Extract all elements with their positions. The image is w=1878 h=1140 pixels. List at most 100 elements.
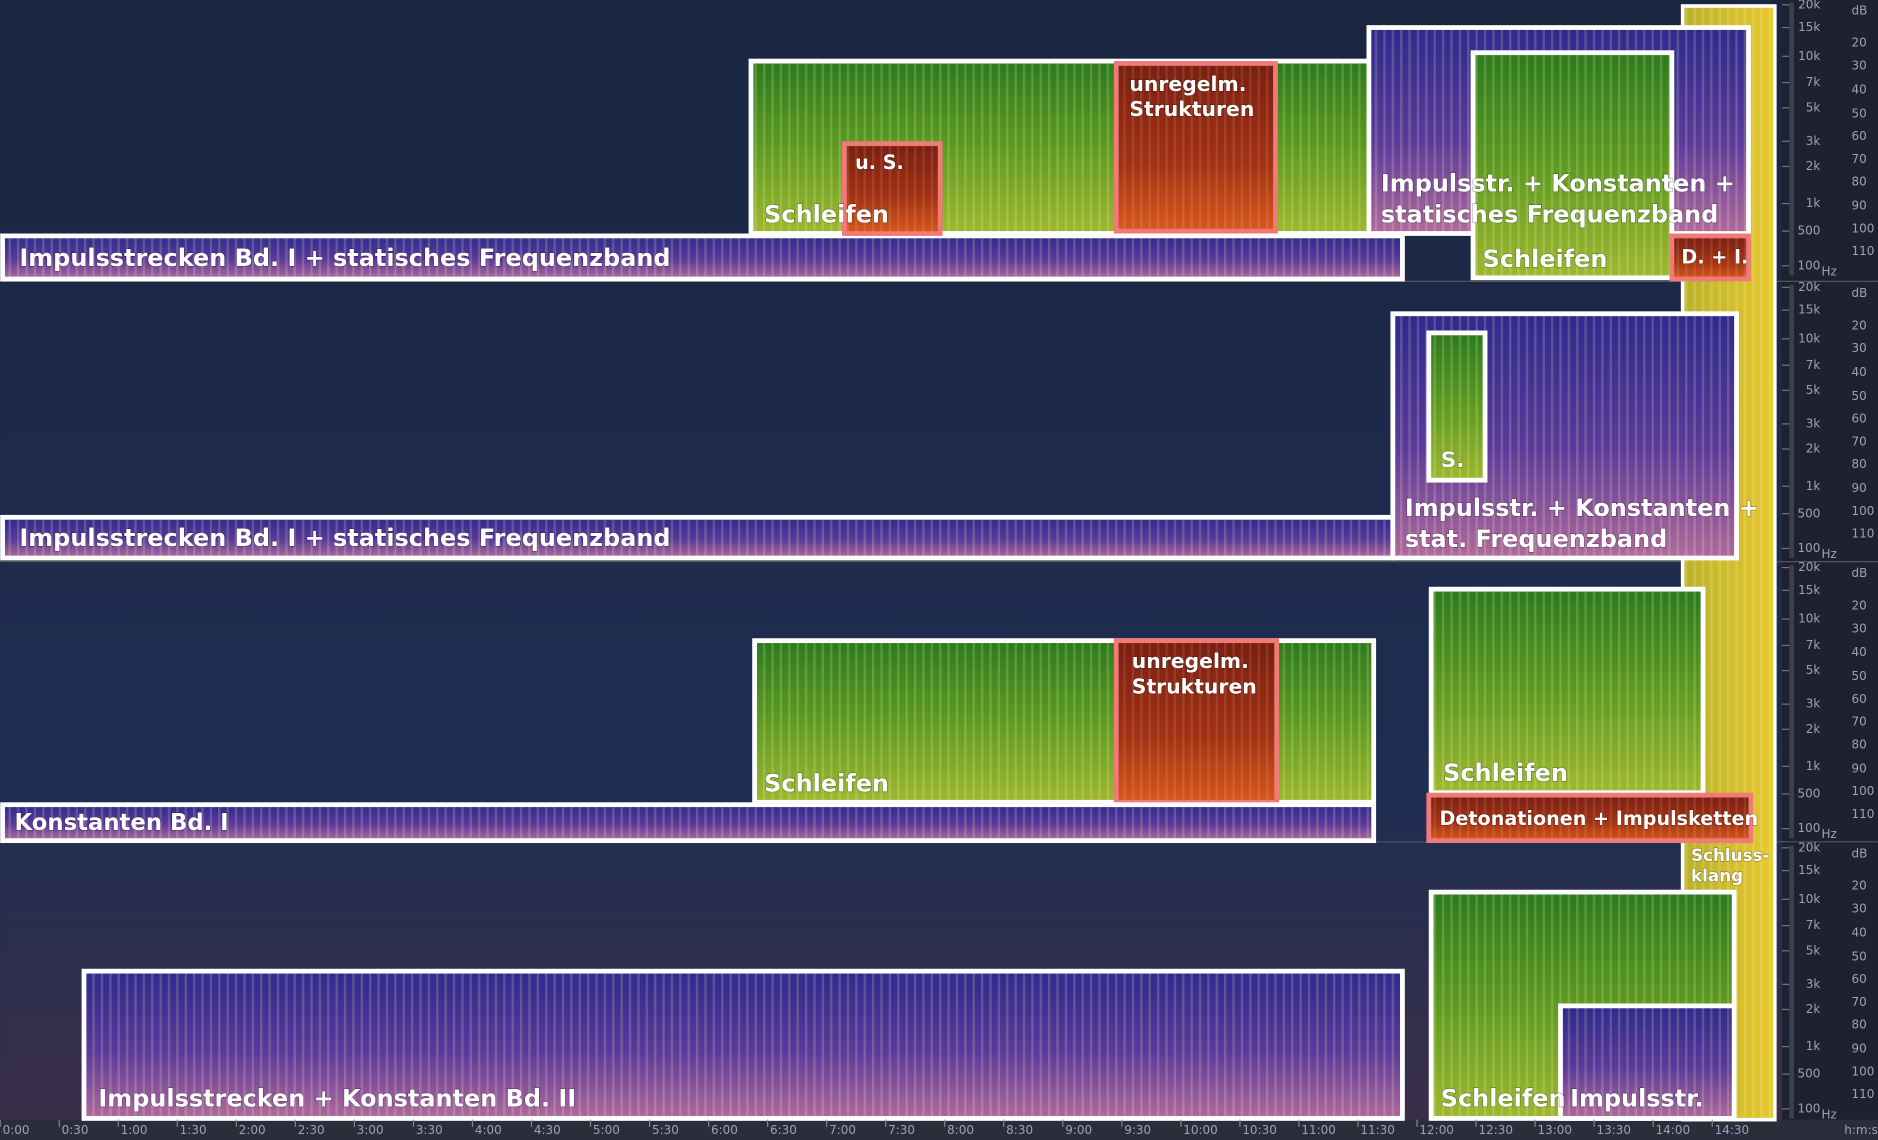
closing-label: klang [1691, 865, 1743, 885]
time-label: 9:00 [1065, 1123, 1092, 1137]
db-label: 40 [1851, 82, 1866, 96]
annotation-label: Strukturen [1132, 674, 1257, 698]
db-label: 70 [1851, 715, 1866, 729]
db-label: 80 [1851, 457, 1866, 471]
time-label: 10:00 [1183, 1123, 1218, 1137]
frequency-label: 3k [1806, 977, 1821, 991]
time-label: 8:00 [947, 1123, 974, 1137]
db-label: 110 [1851, 527, 1874, 541]
annotation-texture [1118, 643, 1275, 800]
annotation-texture [1562, 1008, 1732, 1117]
frequency-label: 1k [1806, 1039, 1821, 1053]
frequency-label: 10k [1798, 49, 1820, 63]
db-label: 20 [1851, 318, 1866, 332]
annotation-texture [4, 238, 1401, 277]
closing-label: Schluss- [1691, 845, 1770, 865]
frequency-label: 100 [1797, 1101, 1820, 1115]
time-label: 13:00 [1538, 1123, 1573, 1137]
db-unit: dB [1851, 566, 1867, 580]
db-label: 90 [1851, 199, 1866, 213]
db-label: 90 [1851, 761, 1866, 775]
time-label: 6:30 [770, 1123, 797, 1137]
frequency-label: 20k [1798, 840, 1820, 854]
time-label: 0:30 [62, 1123, 89, 1137]
scale-bar [1789, 845, 1794, 1119]
frequency-label: 1k [1806, 196, 1821, 210]
db-label: 70 [1851, 995, 1866, 1009]
db-label: 90 [1851, 481, 1866, 495]
annotation-texture [1433, 591, 1701, 791]
annotation-label: Schleifen [1483, 245, 1608, 273]
time-label: 8:30 [1006, 1123, 1033, 1137]
db-label: 30 [1851, 58, 1866, 72]
frequency-label: 1k [1806, 479, 1821, 493]
db-label: 80 [1851, 1018, 1866, 1032]
db-label: 70 [1851, 434, 1866, 448]
annotation-label: Impulsstrecken + Konstanten Bd. II [98, 1084, 576, 1112]
frequency-label: 15k [1798, 303, 1820, 317]
frequency-label: 2k [1806, 442, 1821, 456]
annotation-label: Schleifen [1443, 759, 1568, 787]
time-label: 9:30 [1124, 1123, 1151, 1137]
time-label: 14:00 [1656, 1123, 1691, 1137]
frequency-label: 3k [1806, 697, 1821, 711]
db-label: 100 [1851, 504, 1874, 518]
time-label: 0:00 [3, 1123, 30, 1137]
db-label: 110 [1851, 1087, 1874, 1101]
frequency-label: 3k [1806, 134, 1821, 148]
frequency-label: 2k [1806, 159, 1821, 173]
db-label: 50 [1851, 389, 1866, 403]
annotation-label: D. + I. [1681, 245, 1748, 268]
db-label: 60 [1851, 129, 1866, 143]
time-label: 5:30 [652, 1123, 679, 1137]
frequency-label: 10k [1798, 612, 1820, 626]
scale-column [1782, 0, 1878, 1140]
frequency-label: 2k [1806, 722, 1821, 736]
db-label: 20 [1851, 36, 1866, 50]
db-label: 100 [1851, 784, 1874, 798]
db-unit: dB [1851, 286, 1867, 300]
db-label: 110 [1851, 244, 1874, 258]
annotation-label: Impulsstrecken Bd. I + statisches Freque… [19, 244, 670, 272]
frequency-label: 100 [1797, 541, 1820, 555]
frequency-label: 500 [1797, 787, 1820, 801]
db-label: 50 [1851, 949, 1866, 963]
db-label: 70 [1851, 152, 1866, 166]
frequency-unit: Hz [1822, 547, 1837, 561]
time-label: 14:30 [1715, 1123, 1750, 1137]
frequency-label: 100 [1797, 821, 1820, 835]
annotation-label: Impulsstrecken Bd. I + statisches Freque… [19, 524, 670, 552]
frequency-label: 10k [1798, 331, 1820, 345]
frequency-label: 2k [1806, 1002, 1821, 1016]
frequency-label: 5k [1806, 100, 1821, 114]
frequency-label: 500 [1797, 224, 1820, 238]
annotation-label: Schleifen [1441, 1084, 1566, 1112]
frequency-label: 5k [1806, 663, 1821, 677]
db-label: 60 [1851, 412, 1866, 426]
frequency-label: 500 [1797, 506, 1820, 520]
db-label: 60 [1851, 972, 1866, 986]
db-label: 20 [1851, 599, 1866, 613]
db-unit: dB [1851, 846, 1867, 860]
annotation-texture [846, 146, 938, 232]
frequency-label: 15k [1798, 20, 1820, 34]
annotation-texture [1431, 797, 1749, 839]
frequency-label: 100 [1797, 258, 1820, 272]
time-label: 7:00 [829, 1123, 856, 1137]
db-label: 20 [1851, 879, 1866, 893]
annotation-label: stat. Frequenzband [1405, 525, 1667, 553]
frequency-label: 7k [1806, 358, 1821, 372]
frequency-label: 1k [1806, 759, 1821, 773]
db-label: 40 [1851, 925, 1866, 939]
time-unit: h:m:s [1844, 1123, 1878, 1137]
annotation-label: Strukturen [1129, 97, 1254, 121]
time-label: 11:00 [1301, 1123, 1336, 1137]
frequency-label: 20k [1798, 560, 1820, 574]
db-label: 100 [1851, 221, 1874, 235]
time-label: 4:30 [534, 1123, 561, 1137]
frequency-label: 20k [1798, 0, 1820, 11]
annotation-texture [1118, 65, 1274, 229]
db-label: 60 [1851, 692, 1866, 706]
